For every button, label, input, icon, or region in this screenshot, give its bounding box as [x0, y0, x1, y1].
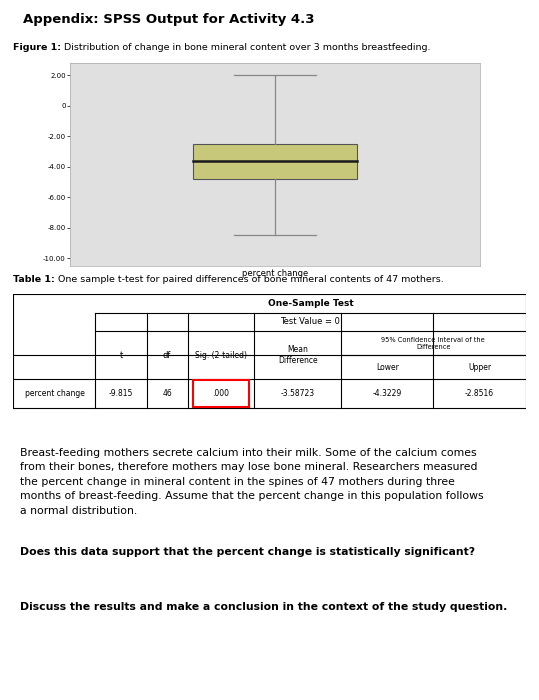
- Text: 95% Confidence Interval of the
Difference: 95% Confidence Interval of the Differenc…: [382, 337, 485, 350]
- Text: Distribution of change in bone mineral content over 3 months breastfeeding.: Distribution of change in bone mineral c…: [60, 43, 430, 52]
- Text: Sig. (2-tailed): Sig. (2-tailed): [195, 351, 247, 360]
- Text: Appendix: SPSS Output for Activity 4.3: Appendix: SPSS Output for Activity 4.3: [23, 13, 314, 26]
- Text: df: df: [163, 351, 171, 360]
- Text: -4.3229: -4.3229: [372, 389, 402, 398]
- Bar: [193, 144, 357, 179]
- Text: percent change: percent change: [24, 389, 85, 398]
- Text: -3.58723: -3.58723: [281, 389, 315, 398]
- Text: Breast-feeding mothers secrete calcium into their milk. Some of the calcium come: Breast-feeding mothers secrete calcium i…: [20, 448, 484, 516]
- Text: .000: .000: [212, 389, 230, 398]
- X-axis label: percent change: percent change: [242, 269, 308, 278]
- Text: Upper: Upper: [468, 363, 491, 372]
- Text: One-Sample Test: One-Sample Test: [267, 299, 354, 308]
- Text: -2.8516: -2.8516: [465, 389, 494, 398]
- Text: Discuss the results and make a conclusion in the context of the study question.: Discuss the results and make a conclusio…: [20, 602, 508, 612]
- Text: t: t: [119, 351, 123, 360]
- Text: Does this data support that the percent change is statistically significant?: Does this data support that the percent …: [20, 547, 475, 557]
- Text: Figure 1:: Figure 1:: [13, 43, 61, 52]
- Text: Test Value = 0: Test Value = 0: [280, 317, 341, 326]
- Text: Lower: Lower: [376, 363, 399, 372]
- Text: Mean
Difference: Mean Difference: [278, 346, 317, 365]
- Bar: [193, 381, 249, 407]
- Text: One sample t-test for paired differences of bone mineral contents of 47 mothers.: One sample t-test for paired differences…: [56, 276, 444, 284]
- Text: Table 1:: Table 1:: [13, 276, 55, 284]
- Text: -9.815: -9.815: [109, 389, 133, 398]
- Text: 46: 46: [162, 389, 172, 398]
